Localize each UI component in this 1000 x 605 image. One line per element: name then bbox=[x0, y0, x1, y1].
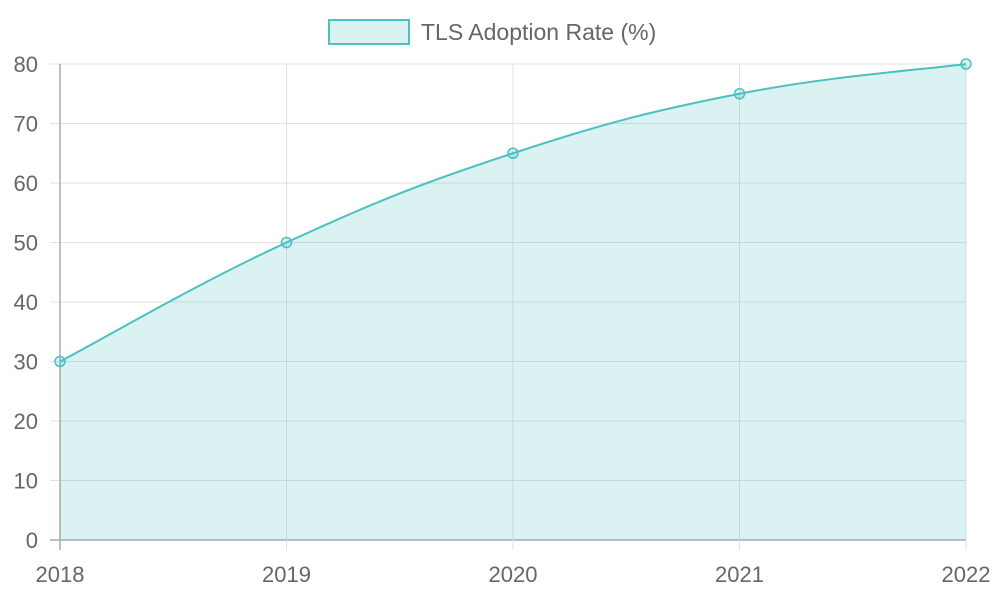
y-tick-label: 10 bbox=[14, 469, 38, 494]
data-point bbox=[507, 147, 519, 159]
x-tick-label: 2022 bbox=[942, 562, 991, 587]
legend-swatch bbox=[328, 19, 410, 45]
y-tick-label: 80 bbox=[14, 52, 38, 77]
series-line bbox=[59, 63, 967, 363]
grid bbox=[50, 63, 967, 550]
data-point bbox=[960, 58, 972, 70]
x-tick-label: 2019 bbox=[262, 562, 311, 587]
y-tick-label: 0 bbox=[26, 528, 38, 553]
y-tick-label: 60 bbox=[14, 171, 38, 196]
area-fill bbox=[60, 64, 966, 540]
legend-label: TLS Adoption Rate (%) bbox=[421, 19, 656, 45]
x-tick-label: 2020 bbox=[489, 562, 538, 587]
y-tick-label: 30 bbox=[14, 350, 38, 375]
y-tick-label: 20 bbox=[14, 409, 38, 434]
data-point bbox=[54, 355, 66, 368]
data-point bbox=[733, 88, 746, 100]
y-tick-label: 50 bbox=[14, 231, 38, 256]
tick-labels: 0 10 20 30 40 50 60 70 80 2018 2019 2020 2021 2022 bbox=[14, 52, 991, 587]
series bbox=[54, 58, 972, 540]
data-point bbox=[280, 236, 293, 249]
y-tick-label: 70 bbox=[14, 112, 38, 137]
y-tick-label: 40 bbox=[14, 290, 38, 315]
legend[interactable]: TLS Adoption Rate (%) bbox=[328, 19, 656, 45]
x-tick-label: 2021 bbox=[715, 562, 764, 587]
x-tick-label: 2018 bbox=[36, 562, 85, 587]
